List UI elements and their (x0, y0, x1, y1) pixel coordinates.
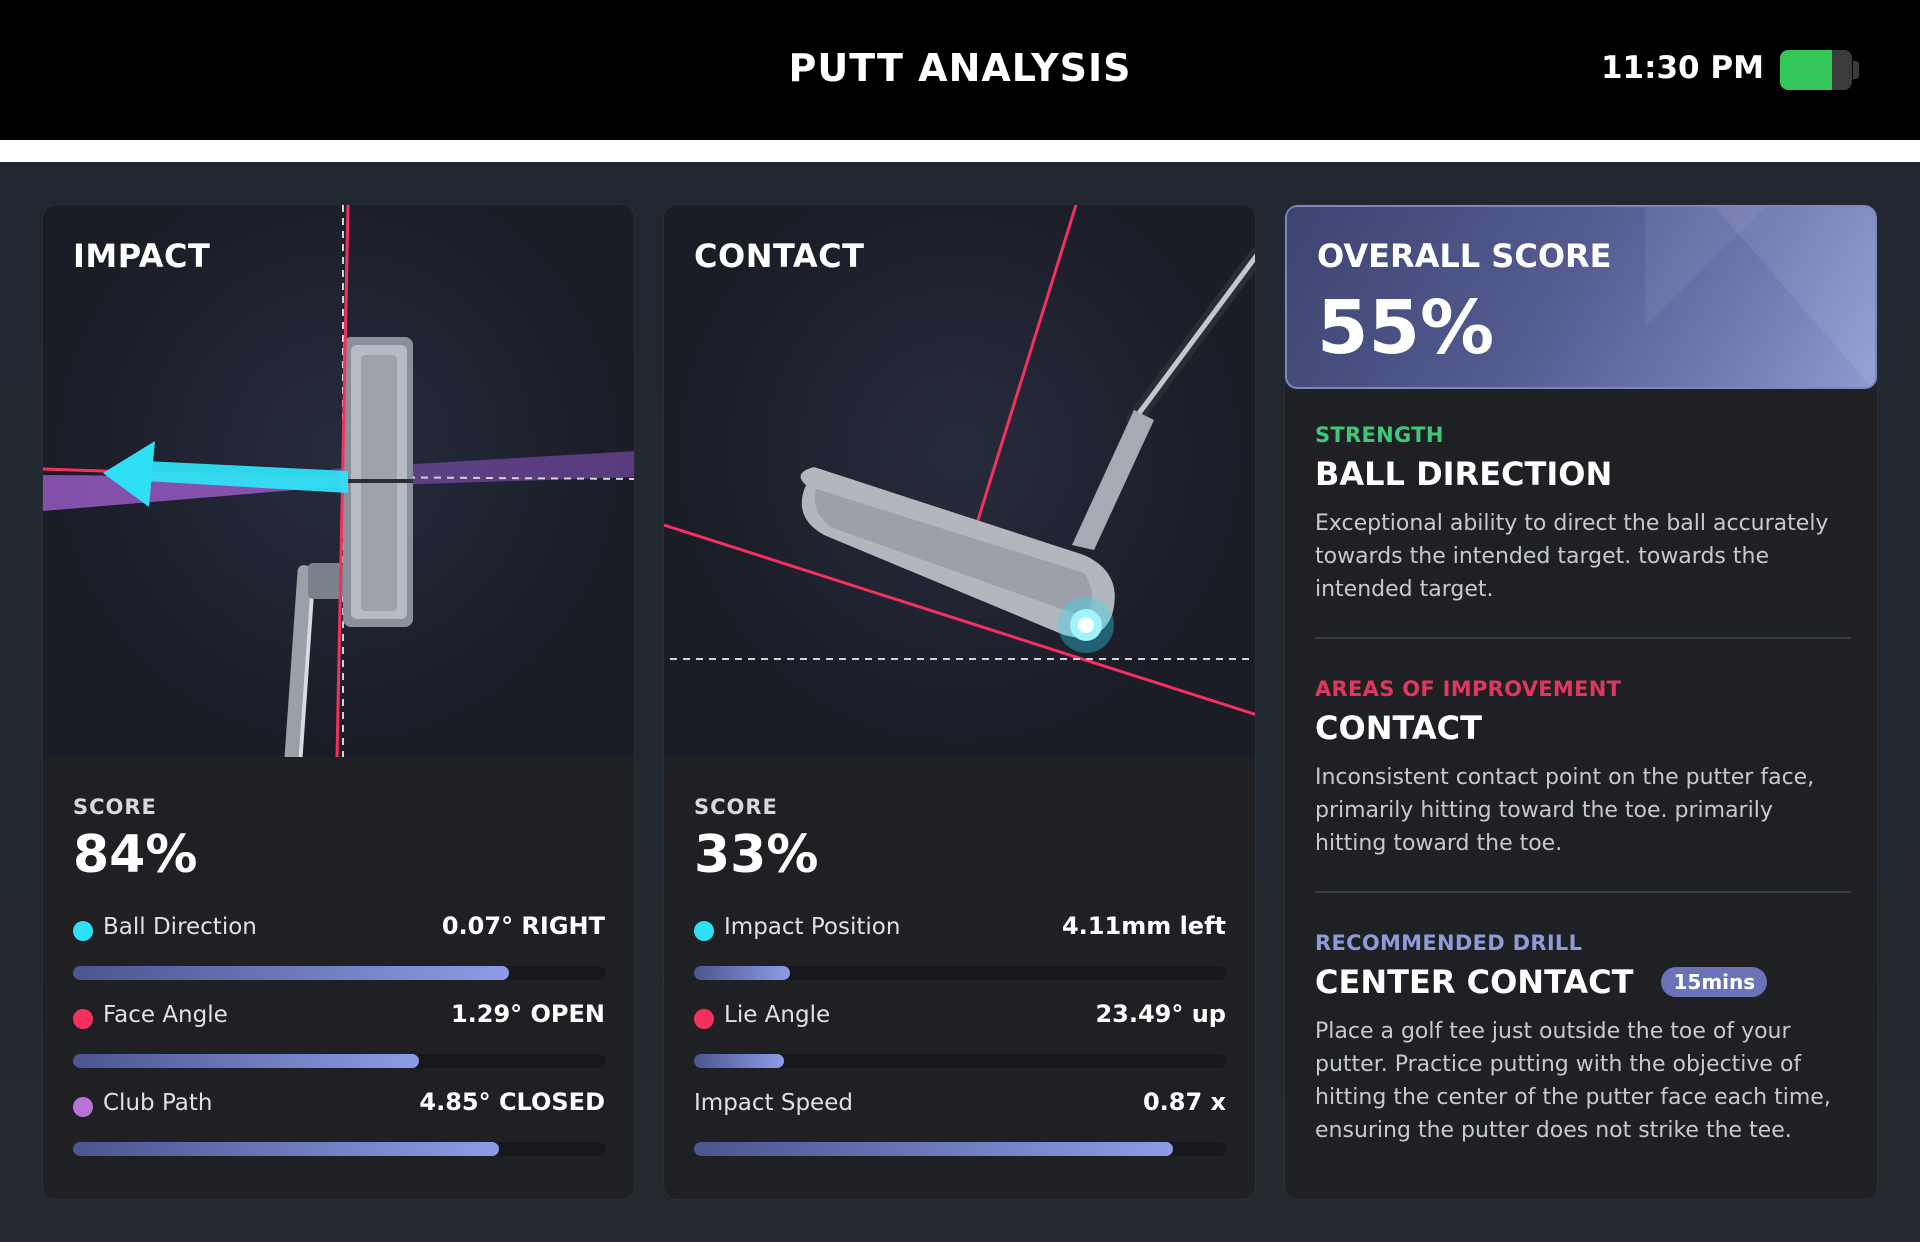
progress-track (73, 1142, 605, 1156)
metric-label: Ball Direction (103, 914, 257, 940)
strength-section: STRENGTH BALL DIRECTION Exceptional abil… (1315, 423, 1851, 606)
overall-score-title: OVERALL SCORE (1317, 237, 1612, 275)
reference-line-horizontal (342, 476, 634, 480)
section-heading-text: BALL DIRECTION (1315, 455, 1613, 493)
progress-track (73, 1054, 605, 1068)
section-description: Place a golf tee just outside the toe of… (1315, 1019, 1831, 1143)
metric-impact-speed: Impact Speed 0.87 x (694, 1086, 1226, 1176)
progress-track (694, 966, 1226, 980)
impact-card[interactable]: IMPACT SCORE 84% Ball Direction 0.07° RI… (42, 204, 635, 1200)
header-divider (0, 140, 1920, 162)
metric-label: Face Angle (103, 1002, 228, 1028)
score-value: 84% (73, 825, 198, 885)
progress-bar (73, 1054, 419, 1068)
section-heading: CONTACT (1315, 709, 1851, 747)
clock: 11:30 PM (1600, 50, 1764, 86)
duration-badge: 15mins (1661, 967, 1768, 997)
battery-icon (1780, 50, 1852, 90)
section-kicker: STRENGTH (1315, 423, 1444, 447)
card-title: CONTACT (694, 237, 865, 275)
divider (1315, 891, 1851, 893)
divider (1315, 637, 1851, 639)
putter-hosel (1072, 410, 1154, 550)
section-kicker: AREAS OF IMPROVEMENT (1315, 677, 1622, 701)
drill-section[interactable]: RECOMMENDED DRILL CENTER CONTACT 15mins … (1315, 931, 1851, 1147)
progress-bar (694, 1142, 1173, 1156)
top-bar: PUTT ANALYSIS 11:30 PM (0, 0, 1920, 140)
impact-point-center (1078, 617, 1094, 633)
metric-label: Club Path (103, 1090, 213, 1116)
impact-diagram (43, 205, 634, 757)
contact-visual: CONTACT (664, 205, 1255, 757)
section-description: Exceptional ability to direct the ball a… (1315, 511, 1829, 602)
metric-lie-angle: Lie Angle 23.49° up (694, 998, 1226, 1088)
contact-card[interactable]: CONTACT SCORE 33% Impact Position 4.11mm… (663, 204, 1256, 1200)
decorative-facet (1645, 207, 1765, 327)
progress-bar (694, 1054, 785, 1068)
score-label: SCORE (694, 795, 778, 819)
progress-track (694, 1054, 1226, 1068)
decorative-facet (1715, 207, 1875, 387)
section-kicker: RECOMMENDED DRILL (1315, 931, 1583, 955)
metric-value: 0.87 x (1142, 1088, 1226, 1116)
section-heading-text: CONTACT (1315, 709, 1482, 747)
putter-shaft-highlight (1131, 253, 1255, 423)
metric-value: 23.49° up (1095, 1000, 1226, 1028)
progress-track (73, 966, 605, 980)
overall-score-panel: OVERALL SCORE 55% (1285, 205, 1877, 389)
metric-value: 1.29° OPEN (450, 1000, 605, 1028)
metric-club-path: Club Path 4.85° CLOSED (73, 1086, 605, 1176)
overall-card[interactable]: OVERALL SCORE 55% STRENGTH BALL DIRECTIO… (1284, 204, 1878, 1200)
contact-diagram (664, 205, 1255, 716)
putter-face (814, 489, 1092, 617)
putter-shaft-highlight (298, 565, 316, 757)
overall-score-value: 55% (1317, 285, 1495, 371)
metric-impact-position: Impact Position 4.11mm left (694, 910, 1226, 1000)
metric-value: 0.07° RIGHT (441, 912, 605, 940)
score-label: SCORE (73, 795, 157, 819)
ball-direction-arrow-icon (103, 441, 155, 507)
lie-angle-line (664, 523, 1255, 716)
score-value: 33% (694, 825, 819, 885)
progress-bar (73, 966, 510, 980)
progress-bar (694, 966, 790, 980)
section-heading: CENTER CONTACT 15mins (1315, 963, 1851, 1001)
metric-label: Lie Angle (724, 1002, 831, 1028)
section-heading-text: CENTER CONTACT (1315, 963, 1634, 1001)
status-dot (694, 1009, 714, 1029)
ball-direction-shaft (145, 461, 348, 493)
improvement-section: AREAS OF IMPROVEMENT CONTACT Inconsisten… (1315, 677, 1851, 860)
impact-visual: IMPACT (43, 205, 634, 757)
face-normal-line (962, 205, 1078, 566)
metric-label: Impact Speed (694, 1090, 853, 1116)
status-dot (694, 921, 714, 941)
metric-value: 4.85° CLOSED (419, 1088, 605, 1116)
metric-label: Impact Position (724, 914, 901, 940)
card-title: IMPACT (73, 237, 211, 275)
progress-track (694, 1142, 1226, 1156)
battery-cap (1853, 61, 1859, 79)
page-title: PUTT ANALYSIS (788, 46, 1132, 90)
status-dot (73, 921, 93, 941)
metric-ball-direction: Ball Direction 0.07° RIGHT (73, 910, 605, 1000)
metric-face-angle: Face Angle 1.29° OPEN (73, 998, 605, 1088)
section-description: Inconsistent contact point on the putter… (1315, 765, 1815, 856)
putter-hosel (308, 563, 344, 599)
putter-shaft (284, 565, 312, 757)
metric-value: 4.11mm left (1061, 912, 1226, 940)
status-dot (73, 1009, 93, 1029)
section-heading: BALL DIRECTION (1315, 455, 1851, 493)
battery-level (1780, 50, 1832, 90)
status-dot (73, 1097, 93, 1117)
progress-bar (73, 1142, 499, 1156)
